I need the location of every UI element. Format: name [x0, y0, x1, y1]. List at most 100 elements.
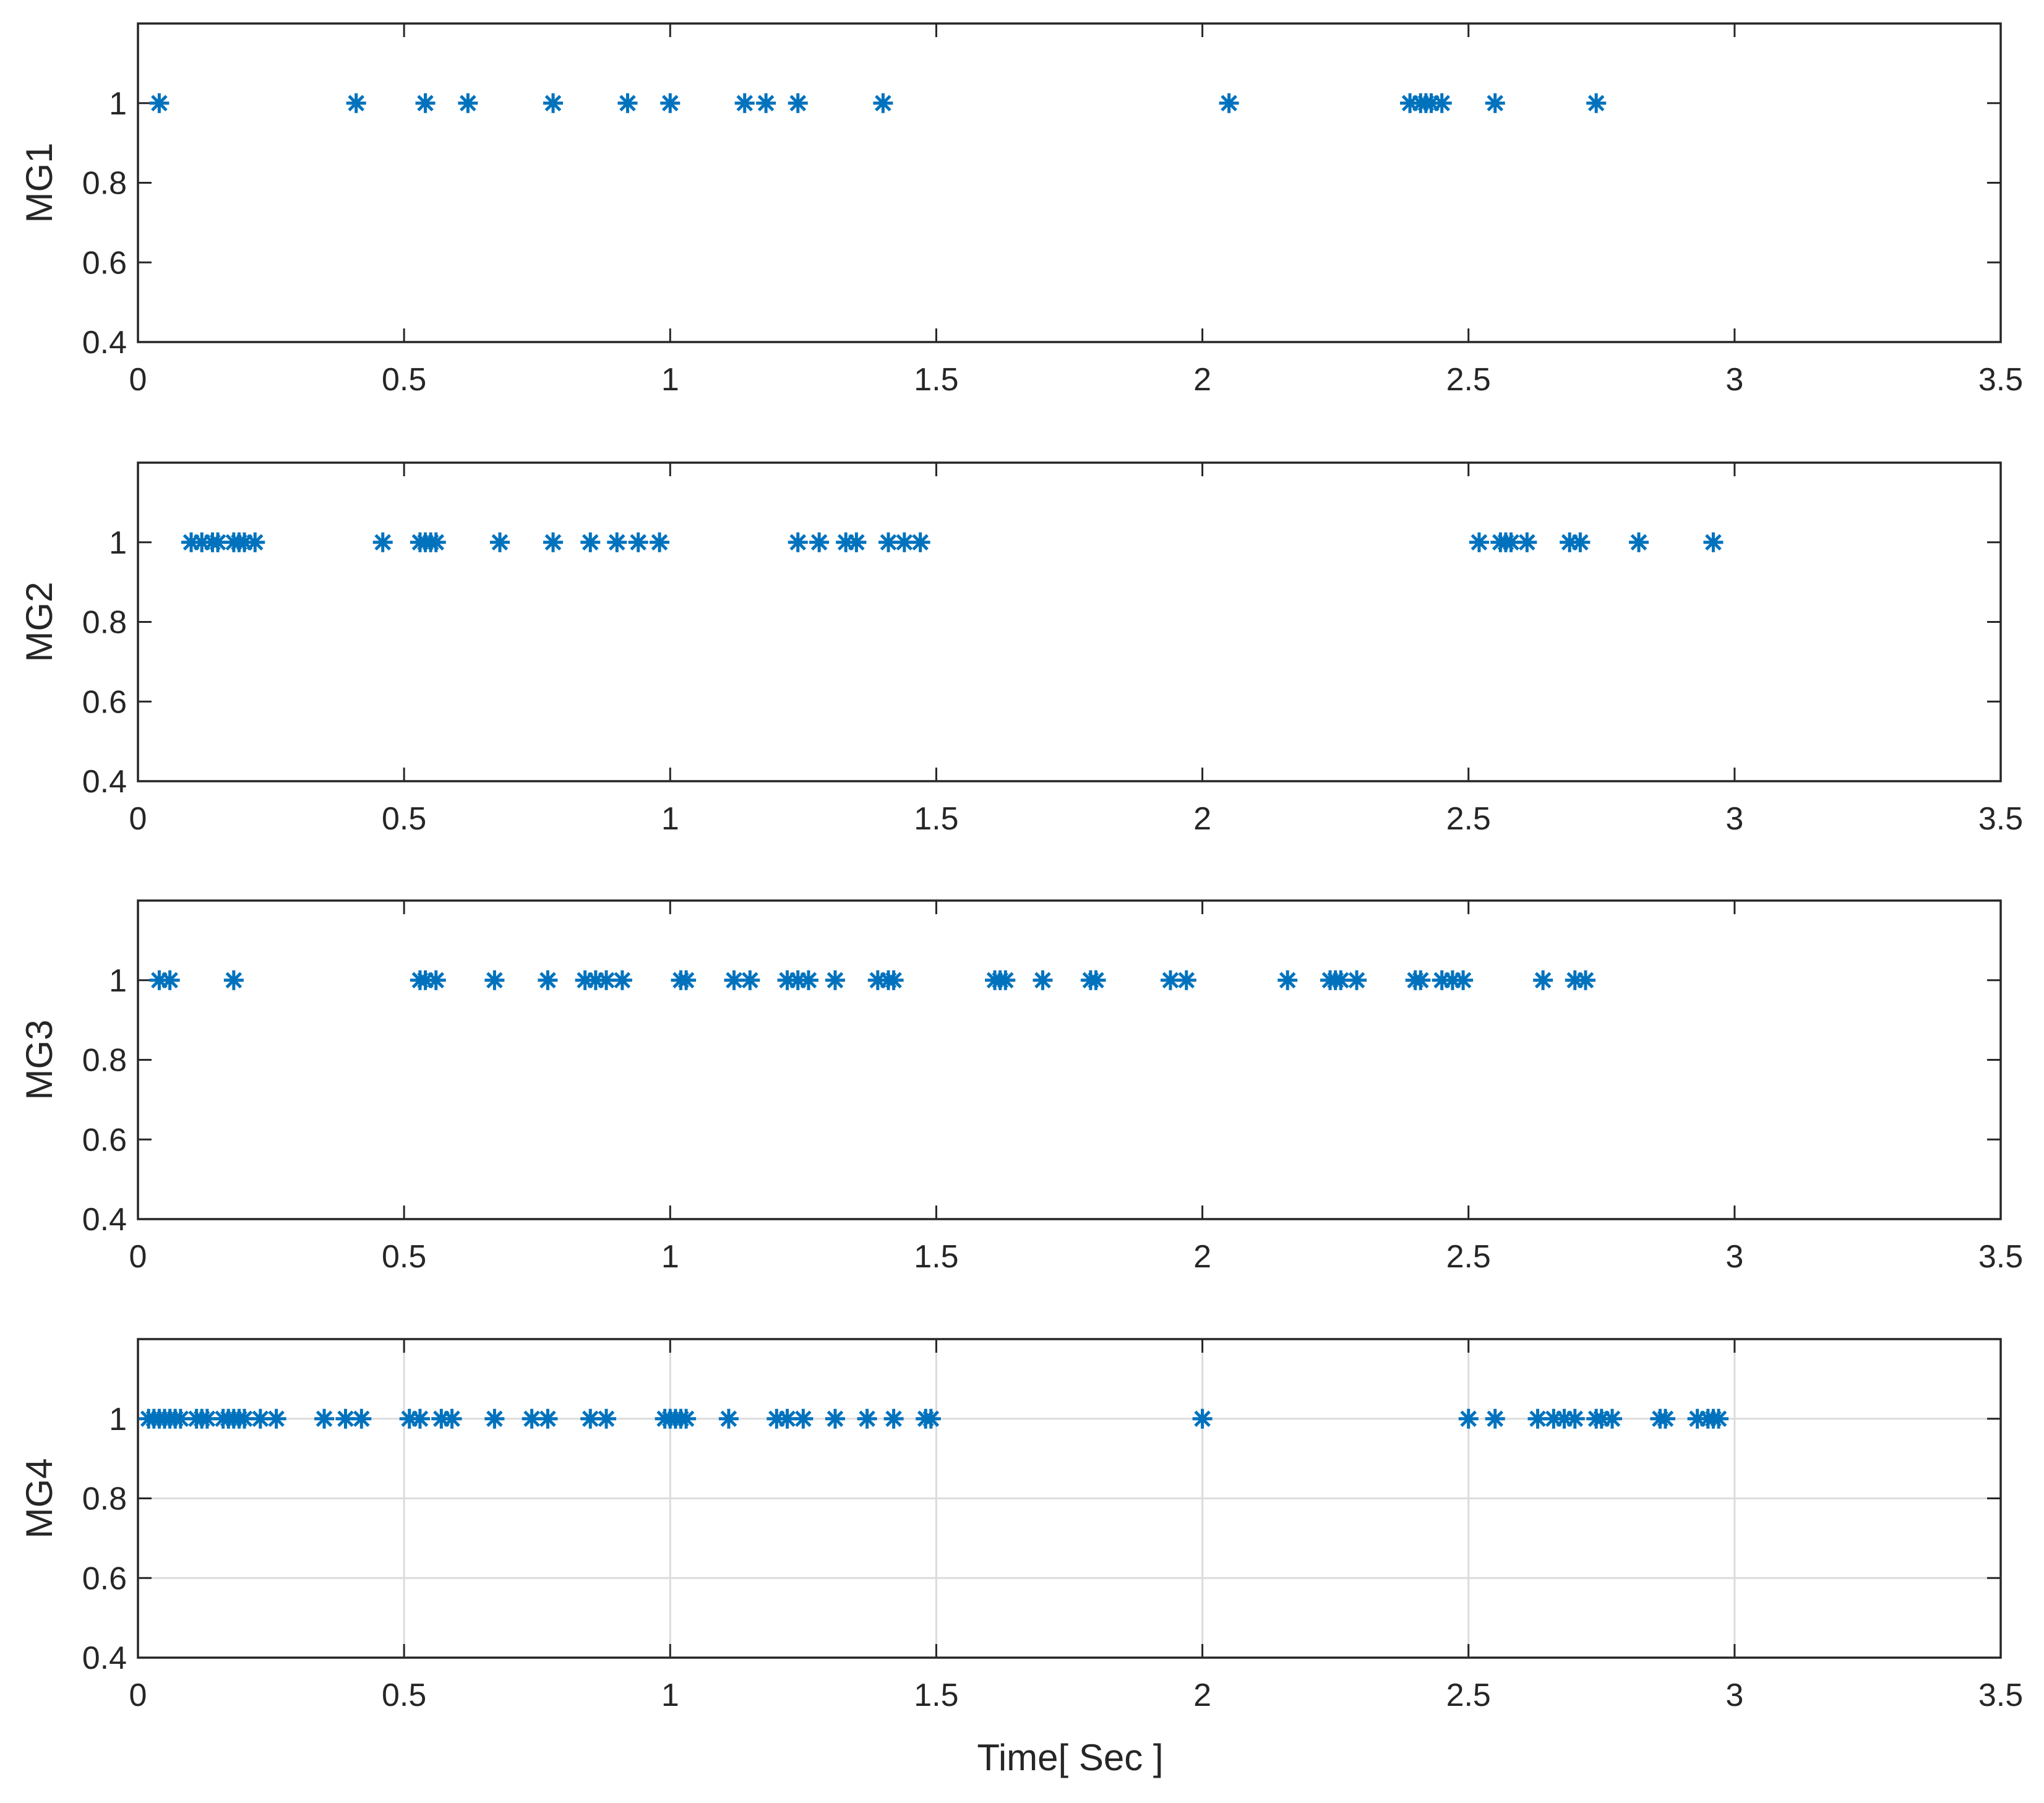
- data-point: [1033, 970, 1053, 990]
- y-tick-label: 1: [109, 525, 127, 561]
- y-tick-label: 0.4: [82, 1202, 127, 1238]
- x-tick-label: 2: [1193, 1677, 1211, 1713]
- x-tick-label: 3: [1725, 362, 1743, 398]
- data-point: [1565, 1408, 1585, 1429]
- data-point: [1517, 532, 1537, 552]
- data-point: [756, 93, 776, 113]
- y-tick-label: 0.6: [82, 1561, 127, 1596]
- data-point: [372, 532, 393, 552]
- data-point: [580, 532, 601, 552]
- data-point: [1501, 532, 1521, 552]
- y-tick-label: 1: [109, 86, 127, 122]
- data-point: [788, 532, 808, 552]
- data-point: [676, 1408, 697, 1429]
- data-point: [351, 1408, 372, 1429]
- y-tick-label: 0.4: [82, 325, 127, 361]
- x-tick-label: 2.5: [1446, 1239, 1491, 1275]
- y-tick-label: 0.6: [82, 1122, 127, 1158]
- y-tick-label: 0.4: [82, 764, 127, 800]
- data-point: [538, 1408, 558, 1429]
- data-point: [1586, 93, 1607, 113]
- y-tick-label: 1: [109, 963, 127, 999]
- x-tick-label: 0: [129, 1239, 147, 1275]
- x-tick-label: 2.5: [1446, 1677, 1491, 1713]
- data-point: [415, 93, 436, 113]
- data-point: [1602, 1408, 1622, 1429]
- x-axis-label: Time[ Sec ]: [977, 1737, 1163, 1778]
- data-point: [484, 970, 505, 990]
- data-point: [825, 1408, 845, 1429]
- data-point: [314, 1408, 335, 1429]
- x-tick-label: 1.5: [914, 1239, 958, 1275]
- data-point: [442, 1408, 462, 1429]
- y-tick-label: 0.6: [82, 245, 127, 281]
- data-point: [650, 532, 670, 552]
- data-point: [208, 532, 228, 552]
- data-point: [245, 532, 265, 552]
- data-point: [1570, 532, 1591, 552]
- data-point: [1533, 970, 1553, 990]
- x-tick-label: 1: [661, 1239, 679, 1275]
- data-point: [846, 532, 867, 552]
- data-point: [883, 1408, 904, 1429]
- y-tick-label: 0.8: [82, 1481, 127, 1517]
- x-tick-label: 2: [1193, 362, 1211, 398]
- data-point: [1575, 970, 1595, 990]
- y-axis-label: MG1: [19, 142, 60, 223]
- subplot-mg2: 0 0.5 1 1.5 2 2.5 3 3.5 0.4 0.6 0.8 1 MG2: [19, 461, 2023, 837]
- x-tick-label: 0.5: [382, 1677, 426, 1713]
- x-tick-label: 2: [1193, 801, 1211, 837]
- y-tick-label: 1: [109, 1402, 127, 1437]
- data-point: [489, 532, 510, 552]
- data-point: [1655, 1408, 1676, 1429]
- x-tick-label: 1.5: [914, 1677, 958, 1713]
- x-tick-label: 3.5: [1978, 362, 2023, 398]
- subplot-mg1: 0 0.5 1 1.5 2 2.5 3 3.5 0.4 0.6 0.8 1 MG1: [19, 22, 2023, 398]
- data-point: [612, 970, 632, 990]
- y-axis-label: MG2: [19, 581, 60, 662]
- data-point: [660, 93, 681, 113]
- y-tick-label: 0.8: [82, 166, 127, 202]
- data-point: [788, 93, 808, 113]
- x-tick-label: 1.5: [914, 801, 958, 837]
- data-point: [1086, 970, 1106, 990]
- data-point: [1629, 532, 1649, 552]
- data-point: [250, 1408, 270, 1429]
- data-point: [346, 93, 366, 113]
- y-tick-label: 0.6: [82, 684, 127, 720]
- data-point: [410, 1408, 430, 1429]
- data-point: [1703, 532, 1724, 552]
- x-tick-label: 3.5: [1978, 801, 2023, 837]
- data-point: [617, 93, 638, 113]
- data-point: [596, 1408, 617, 1429]
- y-axis-label: MG4: [19, 1458, 60, 1538]
- data-point: [809, 532, 830, 552]
- data-point: [223, 970, 244, 990]
- data-point: [543, 93, 564, 113]
- data-point: [543, 532, 564, 552]
- data-point: [1219, 93, 1239, 113]
- data-point: [1432, 93, 1452, 113]
- x-tick-label: 2: [1193, 1239, 1211, 1275]
- data-point: [995, 970, 1016, 990]
- x-tick-label: 3.5: [1978, 1677, 2023, 1713]
- data-point: [1176, 970, 1196, 990]
- data-point: [676, 970, 697, 990]
- data-point: [1453, 970, 1474, 990]
- x-tick-label: 1: [661, 1677, 679, 1713]
- data-point: [825, 970, 845, 990]
- plot-area: [137, 461, 2002, 782]
- data-point: [1485, 93, 1505, 113]
- data-point: [458, 93, 478, 113]
- data-point: [1278, 970, 1298, 990]
- data-point: [883, 970, 904, 990]
- subplot-mg3: 0 0.5 1 1.5 2 2.5 3 3.5 0.4 0.6 0.8 1 MG3: [19, 899, 2023, 1275]
- x-tick-label: 3: [1725, 801, 1743, 837]
- data-point: [873, 93, 893, 113]
- data-point: [740, 970, 760, 990]
- data-point: [628, 532, 648, 552]
- x-tick-label: 0: [129, 801, 147, 837]
- y-axis-label: MG3: [19, 1019, 60, 1100]
- plot-area: [137, 899, 2002, 1220]
